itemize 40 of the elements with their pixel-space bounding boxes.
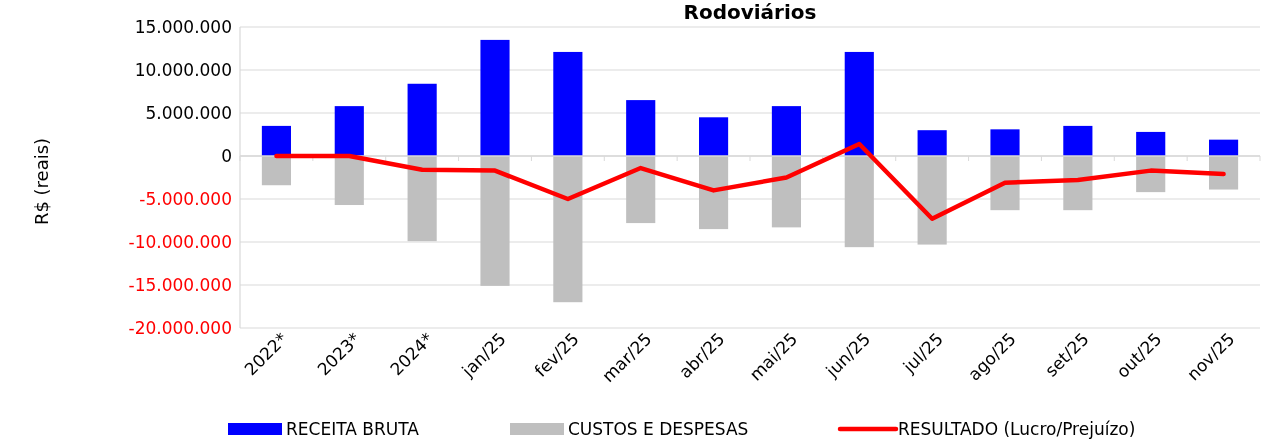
- bar: [553, 156, 583, 303]
- bar: [480, 156, 510, 286]
- y-tick-label: -20.000.000: [128, 317, 232, 338]
- bar: [407, 156, 437, 242]
- bar: [917, 156, 947, 245]
- y-tick-label: 0: [221, 145, 232, 166]
- bar: [626, 156, 656, 224]
- legend-label: RESULTADO (Lucro/Prejuízo): [898, 419, 1136, 439]
- bar: [771, 156, 801, 228]
- y-tick-label: 5.000.000: [145, 102, 232, 123]
- bar: [261, 156, 291, 186]
- bar: [334, 106, 364, 156]
- legend-label: RECEITA BRUTA: [286, 419, 420, 439]
- bar: [699, 117, 729, 156]
- line-series: [274, 141, 1226, 222]
- y-tick-label: -5.000.000: [139, 188, 232, 209]
- bar: [1063, 125, 1093, 156]
- bar: [990, 156, 1020, 211]
- bar: [480, 39, 510, 156]
- y-tick-label: 15.000.000: [134, 16, 232, 37]
- chart-title: Rodoviários: [683, 0, 817, 24]
- y-tick-label: -15.000.000: [128, 274, 232, 295]
- bar: [844, 51, 874, 156]
- bar: [261, 125, 291, 156]
- bar: [990, 129, 1020, 156]
- bar: [626, 100, 656, 156]
- bar: [553, 51, 583, 156]
- bar: [1209, 156, 1239, 190]
- bar: [1136, 131, 1166, 156]
- bar: [407, 83, 437, 156]
- y-tick-label: -10.000.000: [128, 231, 232, 252]
- bar: [844, 156, 874, 248]
- legend-label: CUSTOS E DESPESAS: [568, 419, 749, 439]
- bar: [699, 156, 729, 230]
- bar: [334, 156, 364, 206]
- bar: [1209, 139, 1239, 156]
- bar: [917, 130, 947, 156]
- y-tick-label: 10.000.000: [134, 59, 232, 80]
- bar: [771, 106, 801, 156]
- y-axis-title: R$ (reais): [31, 137, 52, 226]
